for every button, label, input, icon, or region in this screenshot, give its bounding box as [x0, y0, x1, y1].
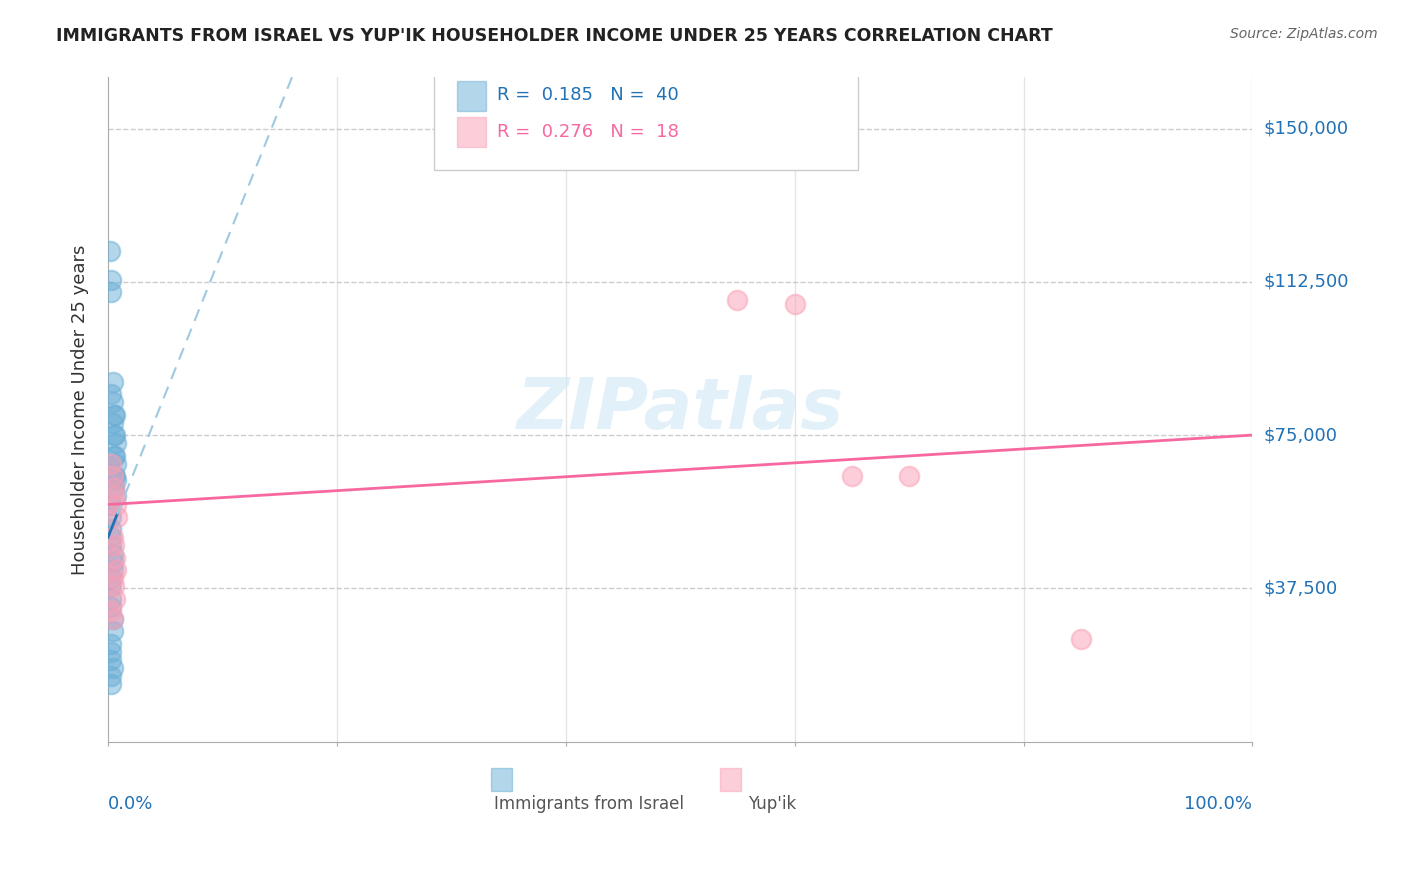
Point [105, 489, 128, 503]
Point [103, 579, 125, 593]
Point [103, 449, 125, 463]
Point [103, 469, 125, 483]
Point [104, 489, 127, 503]
Point [101, 530, 124, 544]
Text: Immigrants from Israel: Immigrants from Israel [494, 795, 683, 813]
Point [100, 538, 122, 552]
Point [725, 293, 748, 308]
Point [101, 661, 124, 675]
Point [100, 285, 122, 299]
Y-axis label: Householder Income Under 25 years: Householder Income Under 25 years [72, 244, 89, 574]
Point [105, 509, 128, 524]
Text: $112,500: $112,500 [1264, 273, 1350, 291]
Point [100, 599, 122, 614]
Text: IMMIGRANTS FROM ISRAEL VS YUP'IK HOUSEHOLDER INCOME UNDER 25 YEARS CORRELATION C: IMMIGRANTS FROM ISRAEL VS YUP'IK HOUSEHO… [56, 27, 1053, 45]
Point [1070, 632, 1092, 647]
Text: 100.0%: 100.0% [1184, 795, 1253, 813]
FancyBboxPatch shape [457, 81, 485, 111]
Text: R =  0.276   N =  18: R = 0.276 N = 18 [498, 123, 679, 141]
Text: $150,000: $150,000 [1264, 120, 1348, 137]
Point [100, 522, 122, 536]
Point [101, 375, 124, 389]
Point [100, 669, 122, 683]
Point [841, 469, 863, 483]
Point [100, 591, 122, 606]
FancyBboxPatch shape [434, 64, 858, 170]
Point [104, 428, 127, 442]
FancyBboxPatch shape [491, 768, 512, 791]
Text: $37,500: $37,500 [1264, 579, 1339, 598]
Point [104, 408, 127, 422]
Point [101, 469, 124, 483]
Point [101, 563, 124, 577]
Text: $75,000: $75,000 [1264, 426, 1339, 444]
Point [101, 547, 124, 561]
Point [100, 530, 122, 544]
Point [100, 636, 122, 650]
Point [100, 579, 122, 593]
Point [103, 481, 125, 495]
Point [101, 555, 124, 569]
Text: Yup'ik: Yup'ik [748, 795, 796, 813]
Text: Source: ZipAtlas.com: Source: ZipAtlas.com [1230, 27, 1378, 41]
Point [98, 244, 121, 259]
Point [104, 449, 127, 463]
Point [103, 538, 125, 552]
Point [105, 473, 128, 487]
Point [103, 481, 125, 495]
Point [100, 509, 122, 524]
FancyBboxPatch shape [457, 117, 485, 147]
Point [101, 395, 124, 409]
Text: R =  0.185   N =  40: R = 0.185 N = 40 [498, 87, 679, 104]
Point [783, 297, 806, 311]
Point [100, 645, 122, 659]
Point [100, 457, 122, 471]
Text: ZIPatlas: ZIPatlas [516, 375, 844, 444]
Point [100, 653, 122, 667]
Point [105, 457, 128, 471]
FancyBboxPatch shape [720, 768, 741, 791]
Point [104, 591, 127, 606]
Point [101, 612, 124, 626]
Point [101, 624, 124, 639]
Point [100, 387, 122, 401]
Point [101, 416, 124, 430]
Text: 0.0%: 0.0% [108, 795, 153, 813]
Point [898, 469, 921, 483]
Point [100, 677, 122, 691]
Point [105, 563, 128, 577]
Point [104, 550, 127, 565]
Point [100, 498, 122, 512]
Point [103, 428, 125, 442]
Point [100, 273, 122, 287]
Point [101, 571, 124, 585]
Point [104, 469, 127, 483]
Point [100, 604, 122, 618]
Point [105, 436, 128, 450]
Point [103, 408, 125, 422]
Point [101, 612, 124, 626]
Point [100, 571, 122, 585]
Point [105, 498, 128, 512]
